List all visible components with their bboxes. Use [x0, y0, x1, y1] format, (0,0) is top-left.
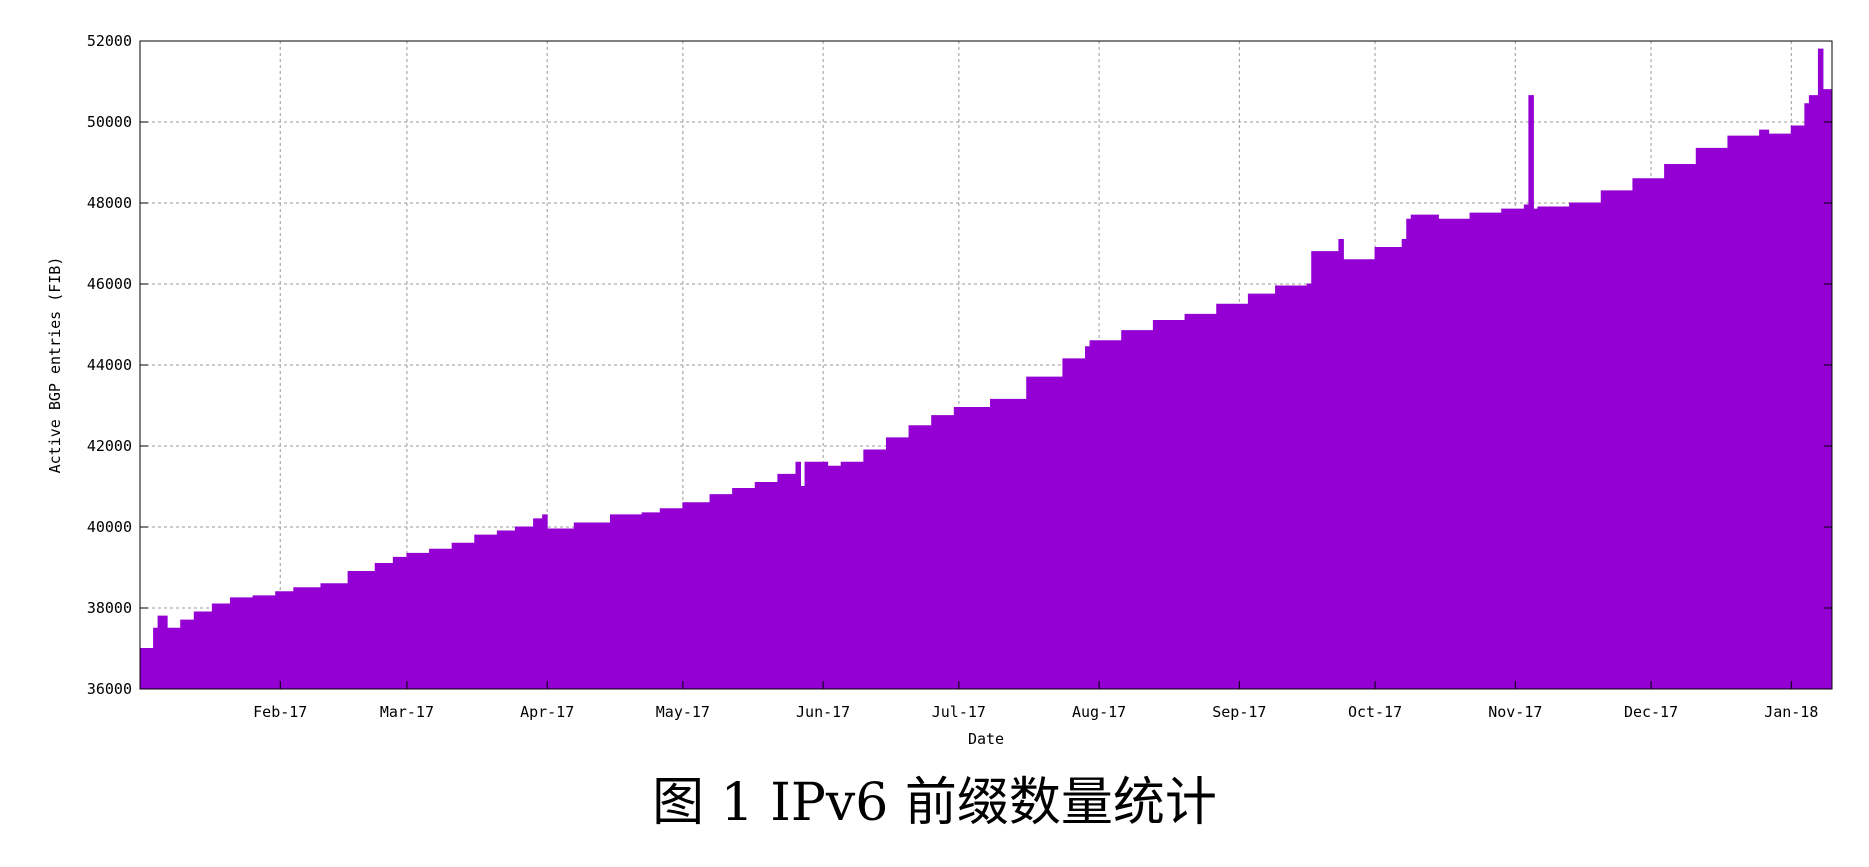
x-tick-label: Jun-17 — [796, 703, 850, 721]
y-tick-label: 38000 — [87, 599, 132, 617]
x-tick-label: Feb-17 — [253, 703, 307, 721]
bgp-entries-area — [139, 48, 1833, 690]
y-tick-label: 36000 — [87, 680, 132, 698]
y-tick-label: 46000 — [87, 275, 132, 293]
x-tick-label: May-17 — [656, 703, 710, 721]
y-axis-title: Active BGP entries (FIB) — [46, 257, 64, 474]
x-axis-title: Date — [968, 730, 1004, 748]
x-tick-label: Jul-17 — [932, 703, 986, 721]
x-tick-label: Sep-17 — [1212, 703, 1266, 721]
x-tick-label: Mar-17 — [380, 703, 434, 721]
x-axis-ticks: Feb-17 Mar-17 Apr-17 May-17 Jun-17 Jul-17 Aug-… — [253, 681, 1818, 721]
chart: 36000 38000 40000 42000 44000 46000 48000 50000… — [46, 32, 1833, 748]
y-tick-label: 48000 — [87, 194, 132, 212]
x-tick-label: Apr-17 — [520, 703, 574, 721]
y-tick-label: 50000 — [87, 113, 132, 131]
x-tick-label: Nov-17 — [1488, 703, 1542, 721]
x-tick-label: Dec-17 — [1624, 703, 1678, 721]
y-axis-ticks: 36000 38000 40000 42000 44000 46000 48000 50000… — [87, 32, 1832, 698]
figure-caption: 图 1 IPv6 前缀数量统计 — [652, 773, 1217, 833]
x-tick-label: Aug-17 — [1072, 703, 1126, 721]
x-tick-label: Oct-17 — [1348, 703, 1402, 721]
y-tick-label: 40000 — [87, 518, 132, 536]
y-tick-label: 44000 — [87, 356, 132, 374]
y-tick-label: 42000 — [87, 437, 132, 455]
x-tick-label: Jan-18 — [1764, 703, 1818, 721]
y-tick-label: 52000 — [87, 32, 132, 50]
